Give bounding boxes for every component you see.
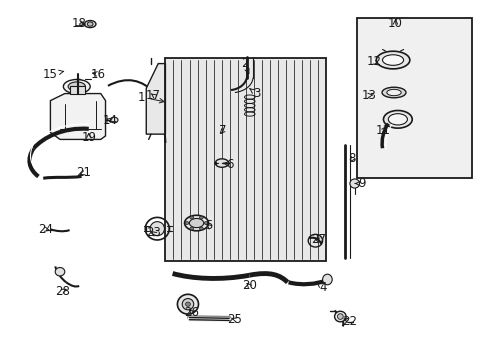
Text: 16: 16 (91, 68, 105, 81)
Ellipse shape (182, 298, 193, 310)
Text: 1: 1 (138, 91, 163, 104)
Ellipse shape (177, 294, 198, 314)
Ellipse shape (63, 80, 90, 94)
Text: 26: 26 (184, 306, 199, 319)
Text: 4: 4 (316, 281, 326, 294)
Text: 2: 2 (240, 57, 248, 73)
Ellipse shape (204, 222, 208, 224)
Text: 12: 12 (366, 55, 381, 68)
Text: 19: 19 (81, 131, 96, 144)
Text: 21: 21 (76, 166, 91, 179)
Text: 18: 18 (72, 17, 86, 30)
Ellipse shape (376, 51, 409, 69)
Ellipse shape (68, 82, 85, 91)
Polygon shape (50, 94, 105, 139)
Text: 28: 28 (55, 285, 70, 298)
Ellipse shape (381, 87, 405, 98)
Text: 17: 17 (145, 89, 161, 102)
Ellipse shape (87, 22, 93, 26)
Ellipse shape (185, 302, 190, 306)
Text: 20: 20 (242, 279, 256, 292)
Ellipse shape (382, 55, 403, 65)
Ellipse shape (199, 227, 203, 230)
Ellipse shape (199, 216, 203, 219)
Text: 11: 11 (375, 124, 390, 137)
Text: 13: 13 (361, 89, 376, 102)
Text: 27: 27 (311, 234, 325, 247)
Polygon shape (146, 64, 165, 134)
Text: 7: 7 (219, 124, 226, 137)
Ellipse shape (84, 21, 96, 28)
Ellipse shape (383, 111, 411, 128)
Text: 22: 22 (342, 315, 357, 328)
Text: 15: 15 (43, 68, 63, 81)
Ellipse shape (189, 227, 193, 230)
Ellipse shape (184, 215, 208, 231)
Bar (356, 18, 471, 178)
Text: 14: 14 (102, 113, 118, 126)
Ellipse shape (55, 267, 65, 276)
Text: 6: 6 (223, 158, 233, 171)
Ellipse shape (189, 219, 203, 228)
Ellipse shape (386, 89, 400, 96)
Ellipse shape (110, 117, 118, 123)
Text: 9: 9 (355, 177, 365, 190)
Ellipse shape (349, 179, 359, 188)
Text: 24: 24 (38, 223, 53, 236)
Ellipse shape (184, 222, 188, 224)
Ellipse shape (337, 314, 343, 319)
Ellipse shape (150, 222, 164, 236)
Ellipse shape (334, 311, 346, 322)
Ellipse shape (189, 216, 193, 219)
Ellipse shape (215, 159, 228, 167)
Text: 10: 10 (387, 17, 402, 30)
Bar (165, 58, 325, 261)
Text: 5: 5 (204, 219, 212, 232)
Ellipse shape (322, 274, 331, 285)
Text: 23: 23 (146, 226, 161, 239)
Text: 3: 3 (249, 87, 260, 100)
Bar (165, 58, 325, 261)
Text: 25: 25 (227, 313, 242, 326)
Ellipse shape (387, 114, 407, 125)
Text: 8: 8 (348, 152, 355, 165)
Bar (69, 86, 85, 94)
Bar (356, 18, 471, 178)
